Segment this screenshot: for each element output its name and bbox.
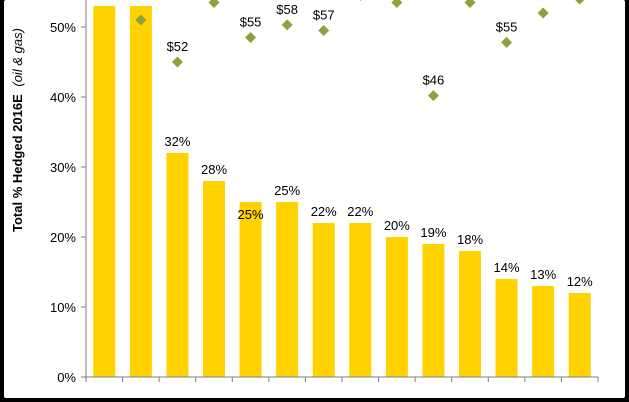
price-marker [537,7,549,19]
y-tick-label: 40% [50,90,76,105]
price-marker [208,0,220,8]
price-marker [318,25,330,36]
bar-data-label: 18% [457,232,483,247]
price-marker [245,32,257,43]
price-marker [391,0,403,8]
y-tick-label: 50% [50,20,76,35]
bar-labels: 32% 28% 25% 25% 22% 22% 20% 19% 18% 14% 13% 12% [164,134,593,289]
bar [312,223,335,377]
axes [81,0,599,382]
bar-data-label: 22% [311,204,337,219]
bar [568,293,591,377]
price-label: $46 [423,73,445,88]
price-marker [281,19,293,31]
bar [385,237,408,377]
bar [349,223,372,377]
price-label: $52 [167,39,189,54]
bar-data-label: 25% [274,183,300,198]
bar [203,181,225,377]
price-label: $58 [276,2,298,17]
bar-series [93,6,591,377]
bar-data-label: 22% [347,204,373,219]
y-tick-label: 20% [50,230,76,245]
price-marker [171,56,183,68]
bar [93,6,116,377]
bar [422,244,445,377]
bar [495,279,518,377]
price-marker [427,90,439,102]
price-marker [501,36,513,48]
bar [166,153,189,377]
price-marker [135,14,147,26]
bar-data-label: 32% [164,134,190,149]
y-tick-label: 0% [57,370,76,385]
bar-data-label: 14% [494,260,520,275]
bar [129,6,152,377]
price-marker [359,0,362,1]
bar-data-label: 12% [567,274,593,289]
price-marker-series [135,0,585,102]
hedging-chart: 32% 28% 25% 25% 22% 22% 20% 19% 18% 14% 13% 12% $52… [10,0,599,385]
bar-data-label: 20% [384,218,410,233]
price-label: $55 [496,19,518,34]
bar-data-label: 28% [201,162,227,177]
bar-data-label: 13% [530,267,556,282]
bar-data-label: 25% [238,207,264,222]
y-axis-label: Total % Hedged 2016E (oil & gas) [10,28,25,232]
price-labels: $52 $55 $58 $57 $46 $55 [167,2,518,88]
y-tick-label: 10% [50,300,76,315]
bar [459,251,481,377]
bar-data-label: 19% [420,225,446,240]
y-tick-label: 30% [50,160,76,175]
bar [532,286,555,377]
y-tick-labels: 0% 10% 20% 30% 40% 50% [50,20,76,385]
price-label: $55 [240,15,262,30]
chart-frame: 32% 28% 25% 25% 22% 22% 20% 19% 18% 14% 13% 12% $52… [4,0,625,398]
price-marker [575,0,585,5]
price-marker [464,0,476,8]
bar [276,202,299,377]
price-label: $57 [313,8,335,23]
bar [239,202,262,377]
